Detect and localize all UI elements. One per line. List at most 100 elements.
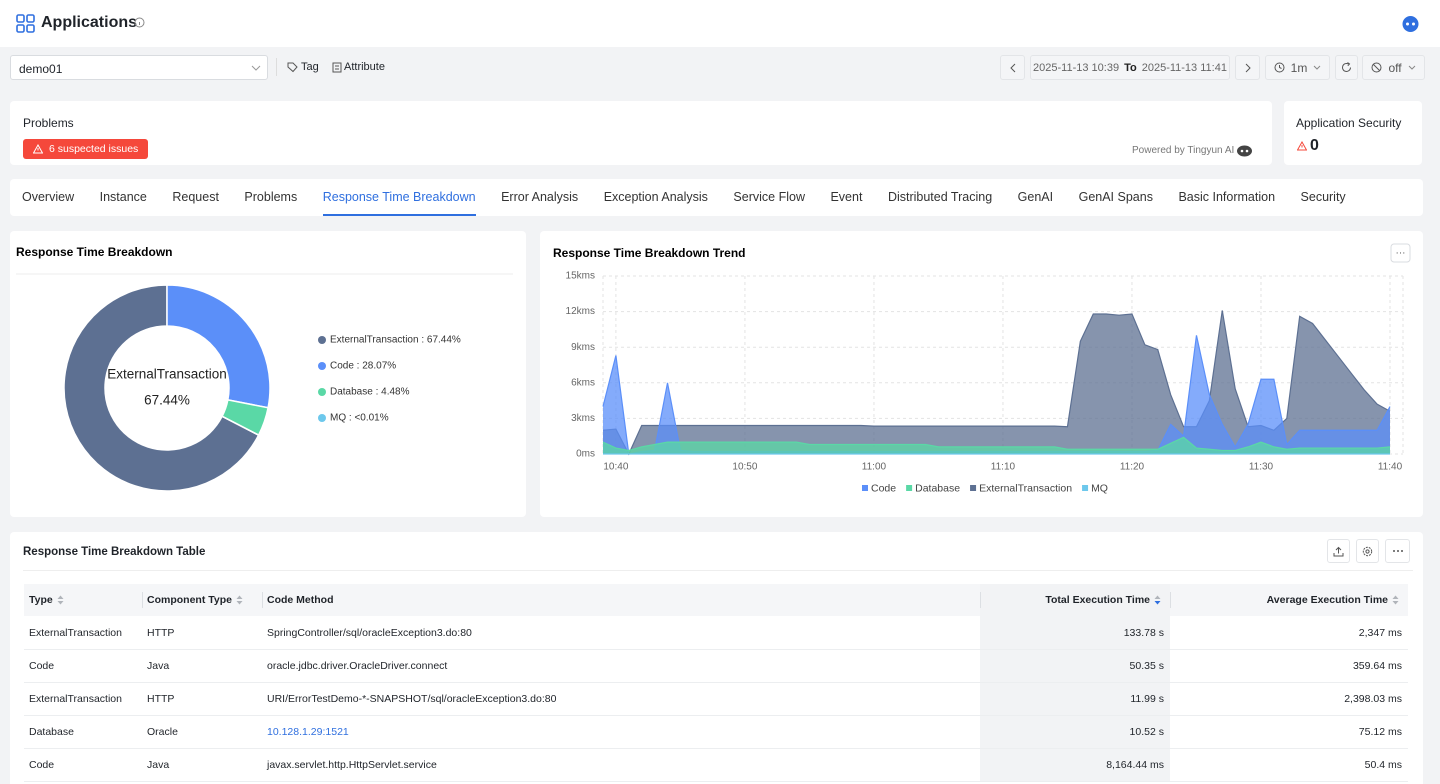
auto-refresh-select[interactable]: off: [1362, 55, 1425, 80]
column-divider: [262, 592, 263, 608]
attribute-filter[interactable]: Attribute: [344, 61, 385, 73]
app-select[interactable]: demo01: [10, 55, 268, 80]
more-icon: [1392, 550, 1403, 552]
issues-badge-text: 6 suspected issues: [49, 143, 139, 155]
interval-select[interactable]: 1m: [1265, 55, 1330, 80]
legend-marker: [1082, 485, 1089, 491]
time-range[interactable]: 2025-11-13 10:39 To 2025-11-13 11:41: [1030, 55, 1230, 80]
sort-icon[interactable]: [236, 595, 243, 605]
tab[interactable]: Security: [1300, 190, 1346, 204]
header: Applications: [0, 0, 1440, 47]
legend-label: ExternalTransaction: [979, 482, 1072, 494]
tab[interactable]: Basic Information: [1178, 190, 1276, 204]
auto-refresh-icon: [1371, 62, 1382, 73]
table-card: Response Time Breakdown Table Type Compon…: [10, 532, 1423, 784]
tag-filter[interactable]: Tag: [301, 61, 319, 73]
cell: 10.52 s: [1129, 726, 1164, 738]
sort-icon[interactable]: [1154, 595, 1161, 605]
time-to: 2025-11-13 11:41: [1141, 61, 1227, 74]
column-header[interactable]: Total Execution Time: [1045, 594, 1150, 606]
info-icon[interactable]: [134, 17, 145, 28]
column-header[interactable]: Average Execution Time: [1266, 594, 1388, 606]
problems-card: Problems 6 suspected issues Powered by T…: [10, 101, 1272, 165]
sort-down: [1154, 601, 1161, 605]
legend-marker: [906, 485, 913, 491]
breakdown-card: Response Time Breakdown ExternalTransact…: [10, 231, 526, 517]
tab[interactable]: Distributed Tracing: [887, 190, 993, 204]
cell-link[interactable]: 10.128.1.29:1521: [267, 726, 349, 738]
tab[interactable]: Response Time Breakdown: [322, 179, 476, 216]
tab[interactable]: Event: [830, 190, 863, 204]
tab[interactable]: Overview: [22, 190, 75, 204]
x-tick-label: 11:40: [1378, 462, 1403, 473]
settings-button[interactable]: [1356, 539, 1379, 563]
time-to-label: To: [1124, 61, 1137, 74]
cell: 2,347 ms: [1358, 627, 1402, 639]
legend-label: ExternalTransaction : 67.44%: [330, 335, 461, 346]
pie-slice: [63, 284, 260, 492]
prev-button[interactable]: [1000, 55, 1025, 80]
refresh-button[interactable]: [1335, 55, 1358, 80]
next-button[interactable]: [1235, 55, 1260, 80]
column-header[interactable]: Component Type: [147, 594, 232, 606]
issues-badge[interactable]: 6 suspected issues: [23, 139, 149, 159]
cell: Code: [29, 759, 55, 771]
legend-marker: [318, 336, 326, 344]
area: [603, 437, 1390, 454]
app-icon: [16, 14, 35, 33]
column-header: Code Method: [267, 594, 334, 606]
assistant-icon[interactable]: [1401, 14, 1420, 33]
export-button[interactable]: [1327, 539, 1350, 563]
x-tick-label: 10:50: [732, 462, 757, 473]
sort-icon[interactable]: [57, 595, 64, 605]
column-header[interactable]: Type: [29, 594, 53, 606]
sort-up: [1392, 595, 1399, 599]
tab[interactable]: Request: [172, 190, 219, 204]
legend-label: Code: [871, 482, 896, 494]
tab[interactable]: GenAI: [1017, 190, 1054, 204]
x-tick-label: 11:00: [862, 462, 887, 473]
legend-marker: [318, 388, 326, 396]
refresh-icon: [1342, 62, 1351, 72]
row-divider: [24, 748, 1408, 749]
sort-up: [236, 595, 243, 599]
tab[interactable]: Service Flow: [733, 190, 805, 204]
area-chart: Response Time Breakdown Trend ··· 0ms 3km…: [553, 243, 1411, 494]
legend-label: Database: [915, 482, 960, 494]
x-tick-label: 11:20: [1120, 462, 1145, 473]
time-from: 2025-11-13 10:39: [1033, 61, 1120, 74]
cell: 75.12 ms: [1358, 726, 1402, 738]
cell: 133.78 s: [1123, 627, 1164, 639]
table-title: Response Time Breakdown Table: [23, 546, 206, 558]
more-button[interactable]: [1390, 243, 1411, 263]
cell: Java: [147, 660, 170, 672]
tab[interactable]: Exception Analysis: [603, 190, 708, 204]
tab[interactable]: Instance: [99, 190, 147, 204]
tag-icon: [287, 62, 298, 73]
row-divider: [24, 781, 1408, 782]
legend-label: Code : 28.07%: [330, 361, 396, 372]
auto-refresh-value: off: [1388, 60, 1402, 75]
cell: HTTP: [147, 627, 175, 639]
sort-down: [236, 601, 243, 605]
cell: Code: [29, 660, 55, 672]
cell: 50.4 ms: [1364, 759, 1402, 771]
tab[interactable]: GenAI Spans: [1078, 190, 1153, 204]
row-divider: [24, 715, 1408, 716]
security-card: Application Security 0: [1284, 101, 1422, 165]
sort-down: [1392, 601, 1399, 605]
tab[interactable]: Error Analysis: [501, 190, 579, 204]
pie-slice: [221, 415, 260, 437]
settings-icon: [1362, 546, 1373, 556]
sort-icon[interactable]: [1392, 595, 1399, 605]
column-divider: [980, 592, 981, 608]
tab[interactable]: Problems: [244, 190, 298, 204]
row-divider: [24, 682, 1408, 683]
cell: 2,398.03 ms: [1344, 693, 1402, 705]
sort-down: [57, 601, 64, 605]
more-button[interactable]: [1385, 539, 1410, 563]
table-header: [24, 584, 1408, 616]
pie-chart: Response Time Breakdown ExternalTransact…: [16, 245, 513, 492]
app-select-value: demo01: [19, 62, 63, 76]
pie-slice: [166, 284, 271, 409]
